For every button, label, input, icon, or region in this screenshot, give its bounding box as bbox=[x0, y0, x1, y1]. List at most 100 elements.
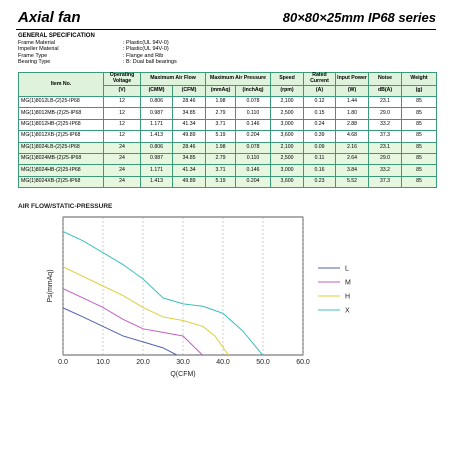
chart: AIR FLOW/STATIC-PRESSURE Ps(mmAq) Q(CFM)… bbox=[18, 203, 351, 378]
x-axis-label: Q(CFM) bbox=[170, 371, 195, 378]
table-cell: MG(1)8024HB-(2)25-IP68 bbox=[18, 164, 104, 177]
units-row: (V) (CMM) (CFM) (mmAq) (inchAq) (rpm) (A) (W) dB… bbox=[19, 84, 438, 98]
table-cell: 3,000 bbox=[270, 164, 305, 177]
unit-cell: (rpm) bbox=[270, 84, 305, 98]
table-cell: MG(1)8024LB-(2)25-IP68 bbox=[18, 141, 104, 154]
table-cell: 0.09 bbox=[303, 141, 337, 154]
x-tick-label: 50.0 bbox=[256, 359, 270, 366]
table-cell: 2.79 bbox=[205, 107, 237, 120]
table-cell: 0.15 bbox=[303, 107, 337, 120]
table-cell: 85 bbox=[401, 152, 438, 166]
series-line bbox=[62, 288, 203, 356]
table-cell: 0.806 bbox=[140, 95, 173, 109]
table-cell: 3,600 bbox=[270, 175, 305, 189]
table-cell: 85 bbox=[401, 95, 438, 109]
header-rule bbox=[16, 29, 436, 30]
unit-cell: (A) bbox=[303, 84, 337, 98]
table-cell: 2,100 bbox=[270, 95, 305, 109]
header-cell: Weight bbox=[401, 72, 438, 86]
spec-table: Item No. Operating Voltage Maximum Air Flo… bbox=[18, 72, 438, 189]
header-cell: Maximum Air Pressure bbox=[205, 72, 272, 86]
table-cell: 24 bbox=[103, 141, 141, 154]
table-cell: 33.2 bbox=[368, 118, 403, 132]
table-row: MG(1)8024XB-(2)25-IP68 24 1.413 49.89 5.19 0.… bbox=[18, 175, 438, 189]
table-cell: 0.987 bbox=[140, 152, 173, 166]
table-cell: 12 bbox=[103, 107, 141, 120]
table-cell: 5.52 bbox=[335, 175, 370, 189]
table-cell: 49.89 bbox=[171, 130, 207, 143]
table-cell: 5.19 bbox=[205, 130, 237, 143]
table-cell: MG(1)8024XB-(2)25-IP68 bbox=[18, 175, 104, 189]
unit-cell: (V) bbox=[103, 84, 141, 98]
table-cell: 0.204 bbox=[235, 130, 272, 143]
table-cell: 85 bbox=[401, 130, 438, 143]
series-line bbox=[62, 307, 178, 356]
table-cell: 0.110 bbox=[235, 107, 272, 120]
table-cell: 24 bbox=[103, 175, 141, 189]
table-cell: 1.98 bbox=[205, 95, 237, 109]
table-cell: 2.88 bbox=[335, 118, 370, 132]
table-cell: 0.12 bbox=[303, 95, 337, 109]
table-cell: 0.078 bbox=[235, 95, 272, 109]
table-cell: 2.64 bbox=[335, 152, 370, 166]
table-row: MG(1)8024LB-(2)25-IP68 24 0.806 28.46 1.98 0.… bbox=[18, 141, 438, 154]
table-row: MG(1)8012HB-(2)25-IP68 12 1.171 41.34 3.71 0.… bbox=[18, 118, 438, 132]
table-cell: 34.85 bbox=[171, 107, 207, 120]
table-cell: 1.171 bbox=[140, 118, 173, 132]
table-cell: 0.204 bbox=[235, 175, 272, 189]
spec-label: Bearing Type bbox=[18, 58, 51, 65]
table-cell: 0.987 bbox=[140, 107, 173, 120]
table-cell: 37.3 bbox=[368, 130, 403, 143]
table-cell: 37.3 bbox=[368, 175, 403, 189]
spec-label: Frame Type bbox=[18, 52, 48, 59]
table-cell: 34.85 bbox=[171, 152, 207, 166]
table-cell: 85 bbox=[401, 175, 438, 189]
header-cell: Rated Current bbox=[303, 72, 337, 86]
header-cell: Noise bbox=[368, 72, 403, 86]
table-cell: 2.16 bbox=[335, 141, 370, 154]
unit-cell: (mmAq) bbox=[205, 84, 237, 98]
table-row: MG(1)8012LB-(2)25-IP68 12 0.806 28.46 1.98 0.… bbox=[18, 95, 438, 109]
spec-label: Frame Material bbox=[18, 40, 55, 46]
table-cell: 2.79 bbox=[205, 152, 237, 166]
table-cell: 24 bbox=[103, 152, 141, 166]
table-cell: 85 bbox=[401, 107, 438, 120]
table-row: MG(1)8012XB-(2)25-IP68 12 1.413 49.89 5.19 0.… bbox=[18, 130, 438, 143]
table-cell: 12 bbox=[103, 95, 141, 109]
table-cell: 0.806 bbox=[140, 141, 173, 154]
table-cell: 0.23 bbox=[303, 175, 337, 189]
table-cell: 85 bbox=[401, 141, 438, 154]
x-tick-label: 30.0 bbox=[176, 359, 190, 366]
table-cell: 41.34 bbox=[171, 164, 207, 177]
spec-title: GENERAL SPECIFICATION bbox=[18, 33, 95, 39]
table-cell: 85 bbox=[401, 164, 438, 177]
table-cell: 0.078 bbox=[235, 141, 272, 154]
table-cell: 1.171 bbox=[140, 164, 173, 177]
header-row: Item No. Operating Voltage Maximum Air Flo… bbox=[18, 72, 438, 97]
table-cell: 4.68 bbox=[335, 130, 370, 143]
table-cell: 28.46 bbox=[171, 141, 207, 154]
legend-label: X bbox=[345, 308, 350, 315]
chart-title: AIR FLOW/STATIC-PRESSURE bbox=[18, 203, 113, 210]
table-cell: 2,500 bbox=[270, 152, 305, 166]
table-cell: 3.71 bbox=[205, 164, 237, 177]
spec-value: : Plastic(UL 94V-0) bbox=[123, 40, 169, 46]
table-cell: 12 bbox=[103, 118, 141, 132]
table-cell: 1.413 bbox=[140, 175, 173, 189]
table-cell: 33.2 bbox=[368, 164, 403, 177]
table-cell: 3,000 bbox=[270, 118, 305, 132]
table-cell: 3.84 bbox=[335, 164, 370, 177]
table-cell: 23.1 bbox=[368, 95, 403, 109]
spec-label: Impeller Material bbox=[18, 46, 59, 53]
table-cell: 3.71 bbox=[205, 118, 237, 132]
unit-cell: (g) bbox=[401, 84, 438, 98]
table-cell: 2,100 bbox=[270, 141, 305, 154]
table-cell: 28.46 bbox=[171, 95, 207, 109]
x-tick-label: 0.0 bbox=[58, 359, 68, 366]
spec-value: : B: Dual ball bearings bbox=[123, 58, 177, 65]
table-cell: 24 bbox=[103, 164, 141, 177]
x-tick-label: 20.0 bbox=[136, 359, 150, 366]
table-cell: MG(1)8012XB-(2)25-IP68 bbox=[18, 130, 104, 143]
header-title: Axial fan bbox=[18, 9, 81, 26]
